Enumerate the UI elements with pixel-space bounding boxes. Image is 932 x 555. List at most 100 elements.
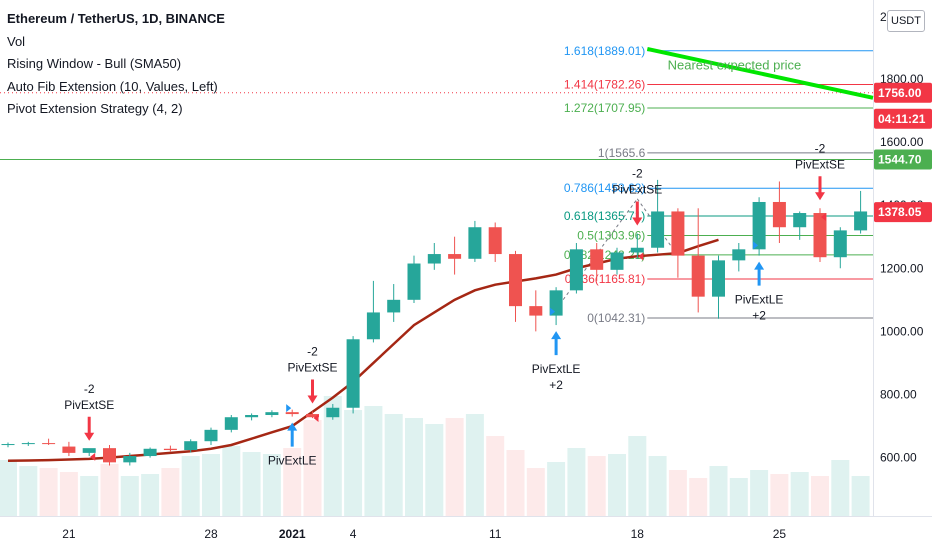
time-tick-label: 4 [350, 527, 357, 541]
time-tick-label: 25 [773, 527, 787, 541]
price-tick-label: 1000.00 [880, 324, 924, 338]
volume-bar [303, 420, 322, 516]
volume-bar [790, 472, 809, 516]
candle-body [630, 247, 644, 253]
candle-body [326, 407, 340, 418]
candle-body [103, 448, 116, 463]
indicator-vol[interactable]: Vol [7, 33, 26, 49]
volume-bar [141, 474, 160, 516]
candle-body [184, 441, 198, 451]
candle-body [529, 306, 543, 316]
indicator-pivot-strategy[interactable]: Pivot Extension Strategy (4, 2) [7, 101, 183, 116]
volume-bar [0, 460, 17, 516]
volume-bar [851, 476, 870, 516]
indicator-rising-window[interactable]: Rising Window - Bull (SMA50) [7, 56, 182, 71]
buy-marker-icon [286, 404, 292, 413]
buy-marker-icon [550, 307, 556, 316]
annotation-text: Nearest expected price [668, 57, 802, 72]
volume-bar [770, 474, 789, 516]
volume-bar [344, 410, 363, 516]
price-label-text: 1544.70 [878, 152, 922, 166]
volume-bar [486, 436, 505, 516]
candle-body [21, 443, 35, 445]
fib-level-label: 0(1042.31) [587, 311, 645, 325]
candle-body [143, 448, 157, 457]
indicator-auto-fib[interactable]: Auto Fib Extension (10, Values, Left) [7, 78, 218, 94]
volume-bar [608, 454, 626, 516]
candle-body [448, 254, 462, 259]
signal-label: PivExtSE [64, 398, 114, 412]
signal-label: -2 [84, 382, 95, 396]
candle-body [752, 201, 766, 250]
volume-bar [567, 448, 586, 516]
chart-title[interactable]: Ethereum / TetherUS, 1D, BINANCE [7, 11, 225, 26]
buy-marker-icon [753, 241, 759, 250]
price-tick-label: 1800.00 [880, 72, 924, 86]
signal-label: PivExtSE [287, 361, 337, 375]
price-label-text: 1378.05 [878, 205, 922, 219]
candle-body [610, 252, 624, 270]
sell-marker-icon [638, 252, 644, 261]
price-label-badge [874, 149, 932, 170]
signal-label: +2 [549, 378, 563, 392]
buy-arrow-icon [754, 261, 765, 286]
candle-body [772, 201, 786, 228]
annotation-line [646, 46, 874, 100]
sell-arrow-icon [632, 201, 643, 226]
fib-level-label: 0.5(1303.96) [577, 228, 645, 242]
candle-body [590, 249, 604, 270]
time-tick-label: 21 [62, 527, 76, 541]
volume-bar [100, 464, 119, 516]
sell-marker-icon [90, 452, 96, 461]
candle-body [488, 227, 502, 255]
volume-bar [668, 470, 687, 516]
price-tick-label-top: 2 [880, 10, 887, 24]
sell-marker-icon [821, 213, 826, 222]
volume-bar [445, 418, 464, 516]
signal-label: -2 [632, 167, 643, 181]
volume-bar [729, 478, 748, 516]
price-label-text: 04:11:21 [878, 112, 926, 126]
candle-body [265, 412, 279, 416]
volume-bar [323, 396, 342, 516]
candle-body [62, 446, 76, 453]
fib-level-label: 1.272(1707.95) [564, 101, 645, 115]
volume-bar [222, 446, 241, 516]
volume-bar [547, 462, 566, 516]
candle-body [387, 299, 401, 313]
fib-level-label: 1.618(1889.01) [564, 44, 645, 58]
candle-body [346, 339, 360, 408]
volume-bar [709, 466, 728, 516]
price-label-text: 1756.00 [878, 86, 922, 100]
signal-label: -2 [307, 345, 318, 359]
candle-body [509, 254, 522, 307]
volume-bar [526, 468, 545, 516]
volume-bar [425, 424, 444, 516]
price-tick-label: 1600.00 [880, 135, 924, 149]
price-tick-label: 600.00 [880, 451, 917, 465]
volume-bar [628, 436, 647, 516]
volume-bar [750, 470, 769, 516]
sell-arrow-icon [84, 416, 95, 441]
volume-bar [405, 418, 423, 516]
candle-body [204, 429, 218, 442]
volume-bar [39, 468, 58, 516]
candle-body [691, 255, 705, 297]
price-label-badge [874, 108, 932, 129]
candle-body [407, 263, 421, 300]
candle-body [569, 249, 583, 291]
sell-arrow-icon [307, 379, 318, 404]
volume-bar [120, 476, 139, 516]
volume-bar [262, 454, 281, 516]
volume-bar [19, 466, 38, 516]
candle-body [671, 211, 685, 256]
volume-bar [80, 476, 99, 516]
volume-bar [384, 414, 403, 516]
candle-body [123, 456, 137, 463]
sell-arrow-icon [815, 176, 825, 201]
candle-body [549, 290, 563, 316]
currency-button[interactable]: USDT [887, 10, 925, 32]
candle-body [366, 312, 380, 340]
